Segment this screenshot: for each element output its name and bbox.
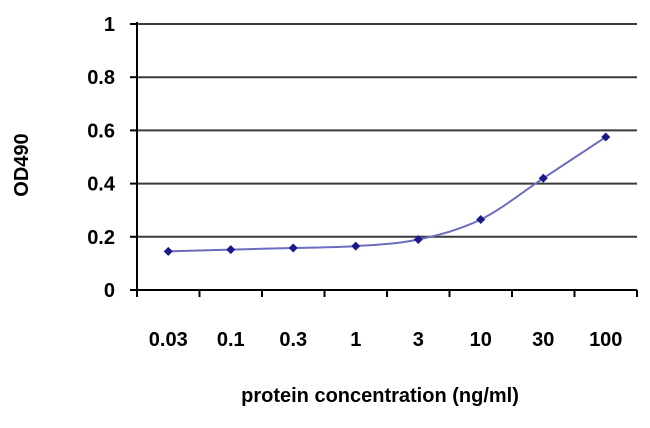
- data-point-0.1: [226, 245, 236, 255]
- x-tick-label: 1: [350, 329, 361, 351]
- x-tick-label: 0.03: [149, 329, 188, 351]
- series-line: [168, 136, 607, 253]
- x-tick-label: 0.1: [217, 329, 245, 351]
- x-axis-title: protein concentration (ng/ml): [241, 385, 519, 407]
- y-tick-labels: 0 0.2 0.4 0.6 0.8 1: [87, 14, 116, 302]
- y-tick-label: 0.4: [87, 174, 116, 196]
- y-tick-label: 0.2: [87, 227, 115, 249]
- series: [163, 132, 611, 256]
- data-point-100: [601, 132, 611, 142]
- data-point-0.03: [163, 246, 173, 256]
- axes: [130, 22, 638, 297]
- data-point-1: [351, 241, 361, 251]
- x-tick-label: 100: [589, 329, 622, 351]
- x-tick-label: 3: [413, 329, 424, 351]
- data-point-30: [538, 173, 548, 183]
- data-point-3: [413, 234, 423, 244]
- x-tick-label: 0.3: [279, 329, 307, 351]
- y-axis-title: OD490: [11, 133, 33, 196]
- x-tick-label: 10: [470, 329, 492, 351]
- y-tick-label: 0.6: [87, 120, 115, 142]
- x-tick-label: 30: [532, 329, 554, 351]
- data-point-0.3: [288, 243, 298, 253]
- data-point-10: [476, 215, 486, 225]
- y-tick-label: 1: [104, 14, 115, 36]
- gridlines: [137, 23, 637, 238]
- y-tick-label: 0.8: [87, 67, 115, 89]
- y-tick-label: 0: [104, 280, 115, 302]
- x-tick-labels: 0.03 0.1 0.3 1 3 10 30 100: [149, 329, 623, 351]
